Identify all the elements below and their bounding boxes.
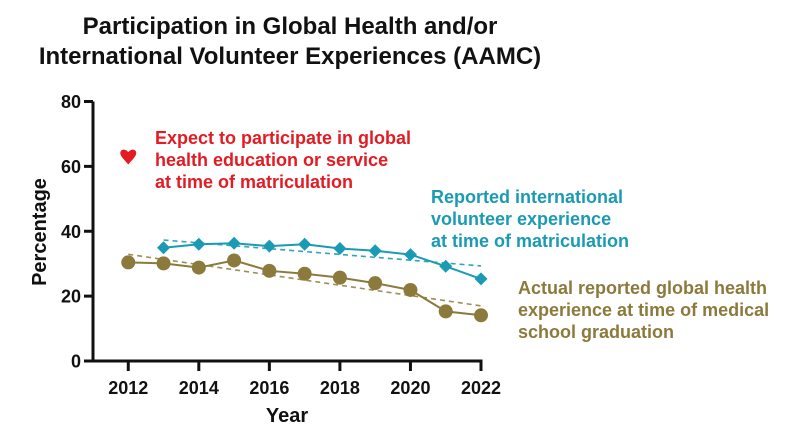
chart-title-line-2: International Volunteer Experiences (AAM… — [38, 43, 542, 70]
annotation-international-volunteer: Reported international volunteer experie… — [431, 186, 629, 252]
data-point-diamond — [474, 272, 488, 286]
data-point-circle — [438, 304, 453, 319]
annotation-line: Reported international — [431, 187, 624, 207]
y-tick-label: 80 — [61, 92, 81, 112]
data-point-circle — [332, 270, 347, 285]
annotation-line: Expect to participate in global — [155, 128, 412, 148]
data-point-circle — [227, 253, 242, 268]
y-tick-label: 40 — [61, 222, 81, 242]
annotation-line: at time of matriculation — [155, 172, 354, 192]
y-axis-title: Percentage — [29, 178, 51, 286]
annotation-line: experience at time of medical — [518, 300, 770, 320]
data-point-diamond — [403, 248, 417, 262]
annotation-line: health education or service — [155, 150, 389, 170]
data-point-diamond — [368, 244, 382, 258]
y-tick-label: 60 — [61, 157, 81, 177]
data-point-diamond — [439, 259, 453, 273]
data-point-diamond — [333, 241, 347, 255]
data-point-diamond — [262, 239, 276, 253]
chart-title: Participation in Global Health and/or In… — [0, 12, 580, 72]
y-tick-label: 0 — [71, 352, 81, 372]
data-point-diamond — [157, 241, 171, 255]
x-tick-label: 2012 — [108, 378, 148, 398]
data-point-diamond — [192, 237, 206, 251]
x-tick-label: 2020 — [390, 378, 430, 398]
data-point-diamond — [227, 236, 241, 250]
data-point-circle — [297, 266, 312, 281]
data-point-circle — [156, 256, 171, 271]
x-tick-label: 2016 — [249, 378, 289, 398]
x-tick-label: 2018 — [320, 378, 360, 398]
y-tick-label: 20 — [61, 287, 81, 307]
trend-line — [163, 239, 482, 267]
annotation-line: at time of matriculation — [431, 231, 630, 251]
annotation-line: Actual reported global health — [518, 278, 768, 298]
data-point-circle — [121, 255, 136, 270]
data-point-circle — [368, 276, 383, 291]
data-markers — [120, 149, 488, 323]
data-point-heart-icon — [120, 149, 137, 165]
annotation-expect-participate: Expect to participate in global health e… — [155, 127, 411, 193]
data-point-diamond — [298, 237, 312, 251]
axes: 0 20 40 60 80 2012 2014 2016 2018 2020 2022 — [61, 92, 501, 398]
x-tick-label: 2014 — [179, 378, 219, 398]
annotation-actual-global-health: Actual reported global health experience… — [518, 277, 769, 343]
annotation-line: volunteer experience — [431, 209, 612, 229]
chart-title-line-1: Participation in Global Health and/or — [82, 13, 498, 40]
data-point-circle — [262, 263, 277, 278]
data-point-circle — [191, 260, 206, 275]
x-axis-title: Year — [266, 405, 308, 427]
x-tick-label: 2022 — [461, 378, 501, 398]
annotation-line: school graduation — [518, 322, 675, 342]
data-point-circle — [403, 282, 418, 297]
series-line — [163, 242, 482, 280]
data-point-circle — [474, 308, 488, 323]
